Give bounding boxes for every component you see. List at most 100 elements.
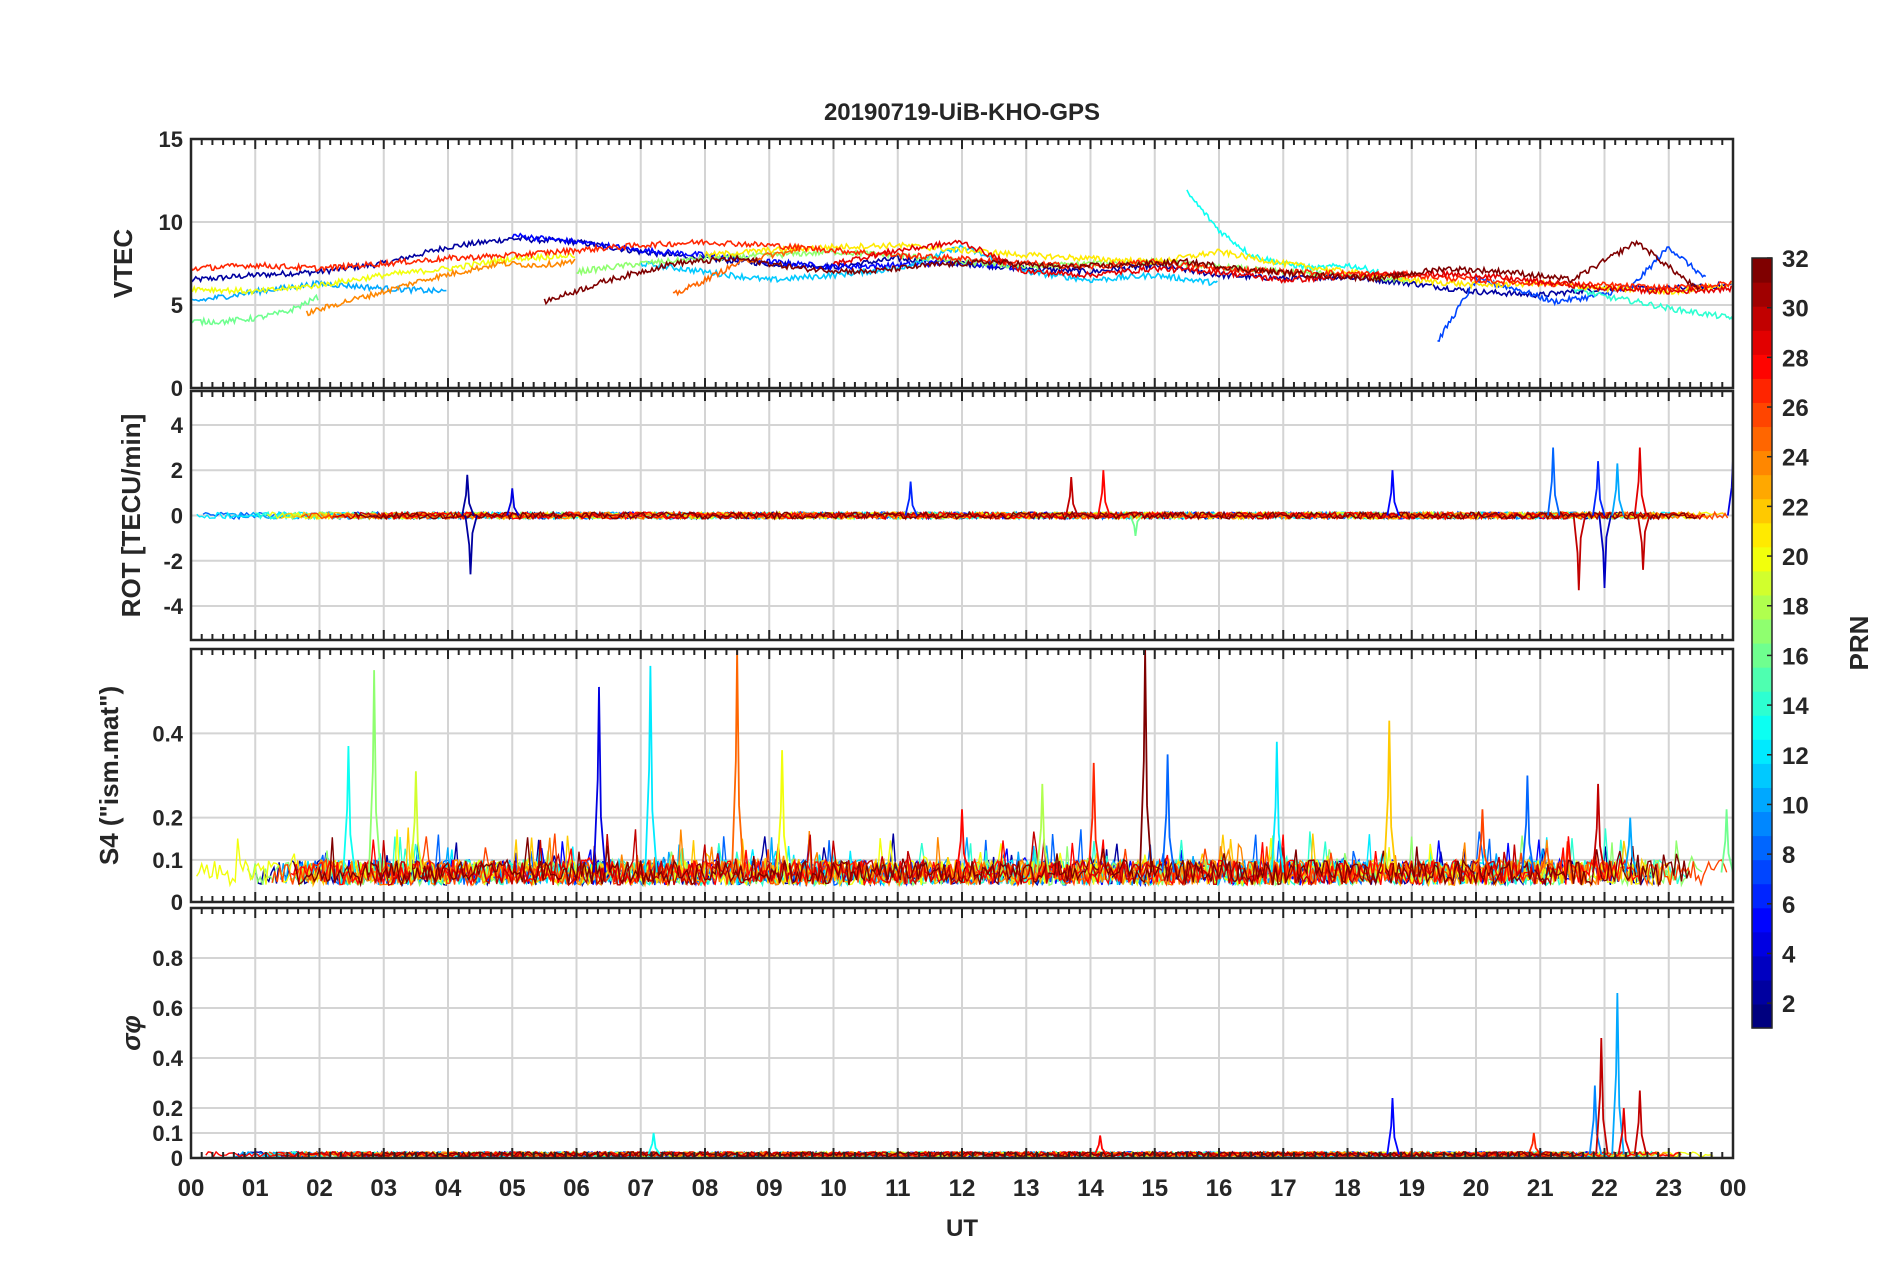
x-tick-label: 08 — [692, 1175, 719, 1202]
colorbar-bin — [1752, 282, 1772, 307]
y-tick-label: 0.1 — [152, 1121, 183, 1146]
x-tick-label: 11 — [885, 1175, 910, 1202]
spike-prn-6 — [1592, 461, 1606, 516]
x-tick-label: 12 — [949, 1175, 976, 1202]
spike-prn-28 — [955, 809, 970, 873]
colorbar-bin — [1752, 787, 1772, 813]
x-tick-label: 22 — [1591, 1175, 1618, 1202]
y-tick-label: 10 — [159, 210, 183, 235]
panel-2: 0 0.1 0.2 0.4 S4 ("ism.mat") — [94, 647, 1735, 915]
x-tick-label: 03 — [370, 1175, 397, 1202]
series-prn-26 — [271, 833, 1728, 888]
colorbar-bin — [1752, 330, 1772, 355]
x-tick-label: 07 — [627, 1175, 654, 1202]
series-prn-10 — [191, 279, 447, 303]
x-tick-label: 00 — [1720, 1175, 1747, 1202]
y-axis-label: S4 ("ism.mat") — [94, 686, 124, 865]
spike-prn-4 — [592, 686, 607, 873]
y-tick-label: -2 — [163, 549, 183, 574]
series-prn-14 — [1571, 286, 1733, 323]
y-tick-label: 0.2 — [152, 1096, 183, 1121]
x-tick-label: 21 — [1527, 1175, 1554, 1202]
colorbar-bin — [1752, 835, 1772, 861]
spike-prn-22 — [1383, 720, 1397, 873]
x-tick-label: 10 — [820, 1175, 847, 1202]
colorbar-tick-label: 2 — [1782, 991, 1795, 1018]
spike-prn-10 — [1611, 992, 1625, 1155]
colorbar-tick-label: 18 — [1782, 594, 1809, 621]
panel-1: -4 -2 0 2 4 ROT [TECU/min] — [116, 389, 1735, 642]
spike-prn-29 — [1633, 447, 1648, 516]
colorbar-tick-label: 28 — [1782, 345, 1809, 372]
spike-prn-26 — [1476, 809, 1490, 873]
spike-prn-6 — [904, 481, 918, 516]
colorbar-box — [1751, 257, 1773, 1029]
colorbar-bin — [1752, 979, 1772, 1005]
spike-prn-30 — [1633, 1090, 1648, 1155]
series-prn-29 — [832, 239, 1733, 295]
colorbar-bin — [1752, 546, 1772, 572]
x-tick-label: 00 — [178, 1175, 205, 1202]
colorbar-bin — [1752, 426, 1772, 452]
colorbar-bin — [1752, 594, 1772, 620]
series-prn-30 — [357, 829, 1564, 887]
spike-prn-25 — [731, 649, 745, 873]
y-tick-label: 5 — [171, 293, 183, 318]
colorbar-tick-label: 14 — [1782, 693, 1809, 720]
colorbar-bin — [1752, 931, 1772, 957]
y-tick-label: 0.6 — [152, 996, 183, 1021]
colorbar-bin — [1752, 955, 1772, 981]
x-tick-label: 06 — [563, 1175, 590, 1202]
spike-prn-16 — [1129, 514, 1143, 536]
spike-prn-8 — [1161, 754, 1175, 873]
spike-prn-4 — [506, 488, 520, 516]
colorbar-tick-label: 12 — [1782, 743, 1809, 770]
y-tick-label: 0 — [171, 376, 183, 401]
data-lines — [196, 649, 1733, 888]
spike-prn-30 — [1595, 1037, 1609, 1155]
y-tick-label: 0.2 — [152, 806, 183, 831]
x-axis-label: UT — [946, 1215, 978, 1242]
spike-prn-8 — [1547, 447, 1561, 516]
x-tick-label: 19 — [1398, 1175, 1425, 1202]
spike-prn-17 — [368, 670, 382, 873]
spike-prn-20 — [776, 750, 790, 873]
colorbar-bin — [1752, 667, 1772, 692]
y-tick-label: 0 — [171, 890, 183, 915]
y-tick-label: -4 — [163, 594, 183, 619]
x-tick-label: 17 — [1270, 1175, 1297, 1202]
axes-box — [189, 906, 1735, 1160]
spike-prn-5 — [1386, 1097, 1400, 1155]
y-tick-label: 0.4 — [152, 1046, 183, 1071]
spike-prn-3 — [1598, 515, 1612, 588]
x-tick-label: 20 — [1463, 1175, 1490, 1202]
spike-prn-2 — [464, 515, 478, 575]
y-tick-label: 2 — [171, 458, 183, 483]
spike-prn-2 — [461, 474, 475, 516]
colorbar-tick-label: 26 — [1782, 395, 1809, 422]
spike-prn-28 — [1094, 1135, 1108, 1155]
y-tick-label: 0 — [171, 1146, 183, 1171]
spike-prn-4 — [1726, 458, 1733, 516]
colorbar-bin — [1752, 498, 1772, 524]
series-prn-32 — [354, 510, 1698, 521]
series-prn-32 — [543, 239, 1700, 306]
colorbar-bin — [1752, 859, 1772, 885]
colorbar-bin — [1752, 522, 1772, 548]
x-tick-label: 02 — [306, 1175, 333, 1202]
spike-prn-29 — [1617, 1107, 1632, 1155]
colorbar-tick-label: 22 — [1782, 494, 1809, 521]
colorbar-tick-label: 32 — [1782, 246, 1809, 273]
spike-prn-27 — [1527, 1132, 1541, 1155]
colorbar-label: PRN — [1844, 616, 1874, 671]
spike-prn-28 — [1097, 470, 1111, 516]
panel-0: 0 5 10 15 VTEC — [108, 127, 1735, 401]
x-tick-label: 14 — [1077, 1175, 1104, 1202]
spike-prn-10 — [1624, 817, 1638, 873]
x-tick-label: 04 — [435, 1175, 462, 1202]
data-lines — [196, 447, 1733, 591]
data-lines — [191, 189, 1733, 343]
